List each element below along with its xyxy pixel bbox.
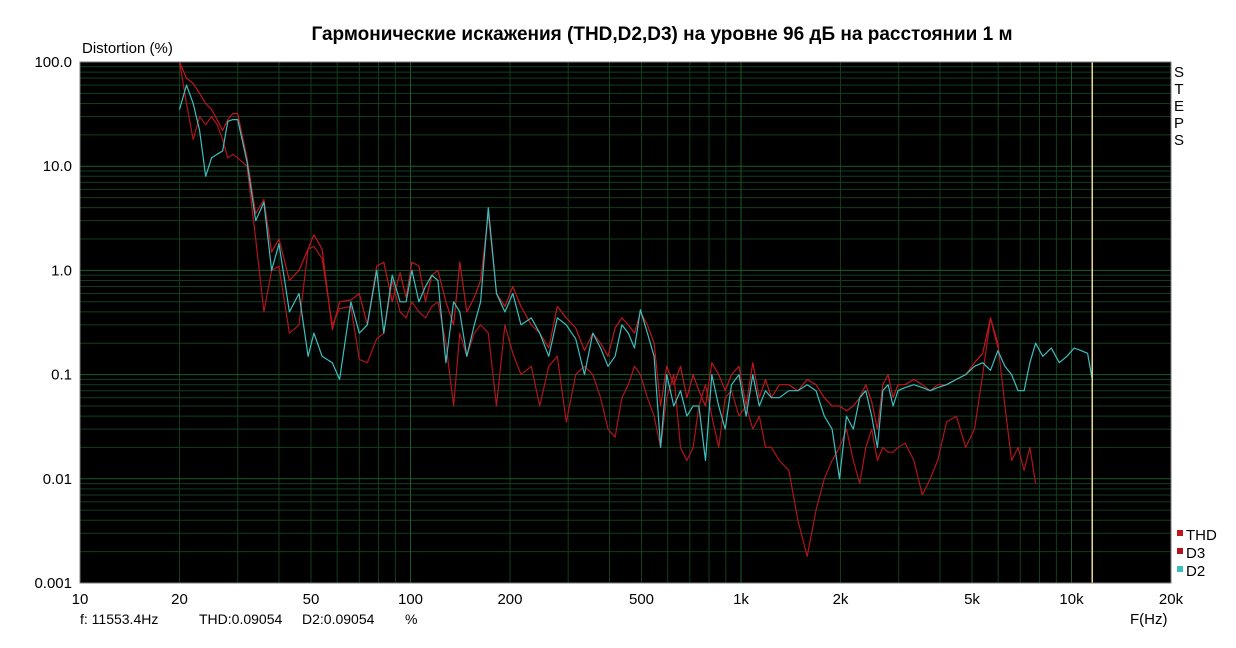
grid-major <box>80 62 1171 583</box>
series-layer <box>178 61 1093 557</box>
side-label-letter: E <box>1174 98 1184 115</box>
x-tick-label: 100 <box>398 591 423 608</box>
side-label-letter: P <box>1174 115 1184 132</box>
status-frequency: f: 11553.4Hz <box>80 611 158 627</box>
y-tick-label: 10.0 <box>43 158 72 175</box>
y-tick-label: 100.0 <box>34 54 72 71</box>
legend-swatch-d2 <box>1177 566 1183 572</box>
x-tick-label: 10k <box>1059 591 1084 608</box>
chart-title: Гармонические искажения (THD,D2,D3) на у… <box>311 24 1012 45</box>
side-label-letter: S <box>1174 64 1184 81</box>
x-tick-label: 10 <box>72 591 89 608</box>
legend-swatch-thd <box>1177 530 1183 536</box>
side-label-letter: T <box>1174 81 1183 98</box>
side-label-letter: S <box>1174 132 1184 149</box>
y-tick-label: 0.001 <box>34 575 72 592</box>
series-line-d3 <box>178 61 1037 557</box>
grid-minor <box>80 62 1171 583</box>
x-tick-label: 1k <box>733 591 749 608</box>
x-tick-label: 2k <box>833 591 849 608</box>
legend-label-d3: D3 <box>1186 545 1205 562</box>
x-tick-label: 500 <box>629 591 654 608</box>
legend-swatch-d3 <box>1177 548 1183 554</box>
y-axis-label: Distortion (%) <box>82 40 173 57</box>
x-tick-label: 200 <box>497 591 522 608</box>
status-thd: THD:0.09054 <box>199 611 282 627</box>
legend-label-d2: D2 <box>1186 563 1205 580</box>
y-tick-label: 0.1 <box>51 367 72 384</box>
x-tick-label: 50 <box>303 591 320 608</box>
x-tick-labels: 10 20 50 100 200 500 1k 2k 5k 10k 20k <box>72 591 1184 608</box>
legend-label-thd: THD <box>1186 527 1217 544</box>
x-tick-label: 20 <box>171 591 188 608</box>
x-tick-label: 5k <box>964 591 980 608</box>
series-line-d2 <box>178 84 1093 480</box>
y-tick-label: 1.0 <box>51 262 72 279</box>
status-unit: % <box>405 611 417 627</box>
status-d2: D2:0.09054 <box>302 611 375 627</box>
x-axis-label: F(Hz) <box>1130 611 1168 628</box>
x-tick-label: 20k <box>1159 591 1184 608</box>
y-tick-labels: 100.0 10.0 1.0 0.1 0.01 0.001 <box>34 54 72 592</box>
series-line-thd <box>178 61 999 430</box>
plot-frame <box>79 61 1172 584</box>
y-tick-label: 0.01 <box>43 471 72 488</box>
